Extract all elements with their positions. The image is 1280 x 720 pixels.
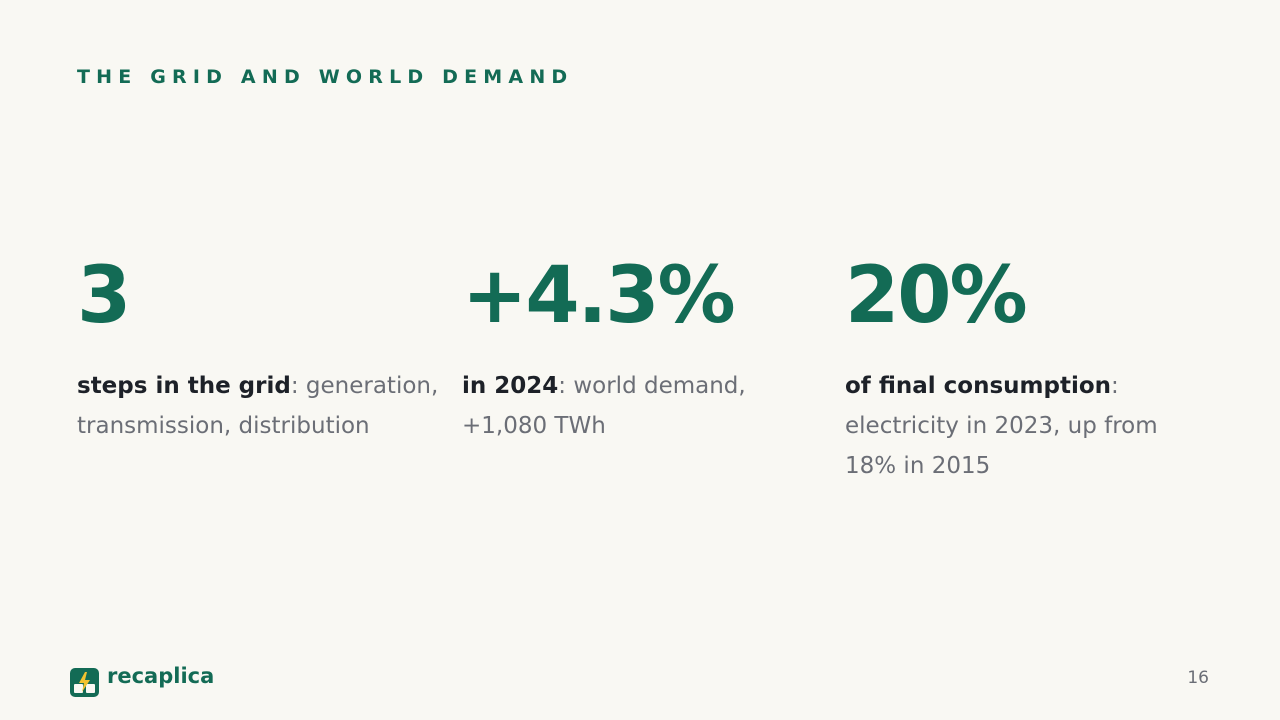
- stat-label: of final consumption: [845, 373, 1112, 399]
- stat-label: in 2024: [462, 373, 559, 399]
- brand: recaplica: [70, 664, 214, 697]
- page-number: 16: [1187, 668, 1209, 688]
- stat: +4.3% in 2024: world demand, +1,080 TWh: [462, 248, 832, 446]
- stat-description: : electricity in 2023, up from 18% in 20…: [845, 373, 1158, 479]
- stat-value: 3: [77, 251, 131, 341]
- stat-value: +4.3%: [462, 251, 736, 341]
- brand-logo: [70, 668, 99, 697]
- stat-description: : generation, transmission, distribution: [77, 373, 439, 439]
- stat: 20% of final consumption: electricity in…: [845, 248, 1185, 486]
- stat-label: steps in the grid: [77, 373, 291, 399]
- brand-name: recaplica: [107, 663, 215, 688]
- stat-value: 20%: [845, 251, 1028, 341]
- stat-text: in 2024: world demand, +1,080 TWh: [462, 366, 832, 446]
- slide-title: THE GRID AND WORLD DEMAND: [77, 66, 574, 88]
- stat-text: steps in the grid: generation, transmiss…: [77, 366, 447, 446]
- stat-text: of final consumption: electricity in 202…: [845, 366, 1185, 486]
- stat: 3 steps in the grid: generation, transmi…: [77, 248, 447, 446]
- stat-description: : world demand, +1,080 TWh: [462, 373, 746, 439]
